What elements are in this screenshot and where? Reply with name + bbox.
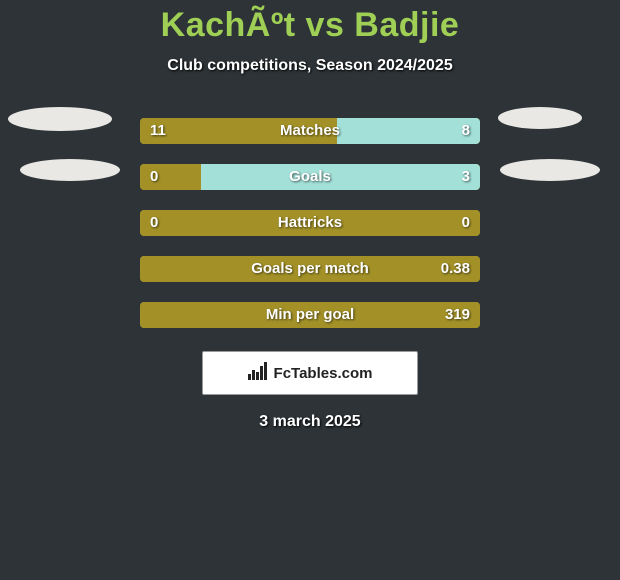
bar-track — [140, 256, 480, 282]
bar-track — [140, 302, 480, 328]
attribution-text: FcTables.com — [274, 365, 373, 382]
bar-track — [140, 210, 480, 236]
bar-left-fill — [140, 210, 480, 236]
date-stamp: 3 march 2025 — [0, 413, 620, 431]
bar-left-fill — [140, 164, 201, 190]
bar-right-fill — [337, 118, 480, 144]
bar-left-fill — [140, 302, 480, 328]
stat-row: Goals per match0.38 — [0, 245, 620, 291]
bar-track — [140, 164, 480, 190]
bar-track — [140, 118, 480, 144]
attribution-badge[interactable]: FcTables.com — [202, 351, 418, 395]
bar-chart-icon — [248, 362, 268, 385]
bar-left-fill — [140, 256, 480, 282]
stat-row: Hattricks00 — [0, 199, 620, 245]
page-title: KachÃºt vs Badjie — [0, 0, 620, 45]
subtitle: Club competitions, Season 2024/2025 — [0, 57, 620, 75]
comparison-chart: Matches118Goals03Hattricks00Goals per ma… — [0, 107, 620, 337]
stat-row: Matches118 — [0, 107, 620, 153]
stat-row: Min per goal319 — [0, 291, 620, 337]
stat-row: Goals03 — [0, 153, 620, 199]
bar-left-fill — [140, 118, 337, 144]
bar-right-fill — [201, 164, 480, 190]
